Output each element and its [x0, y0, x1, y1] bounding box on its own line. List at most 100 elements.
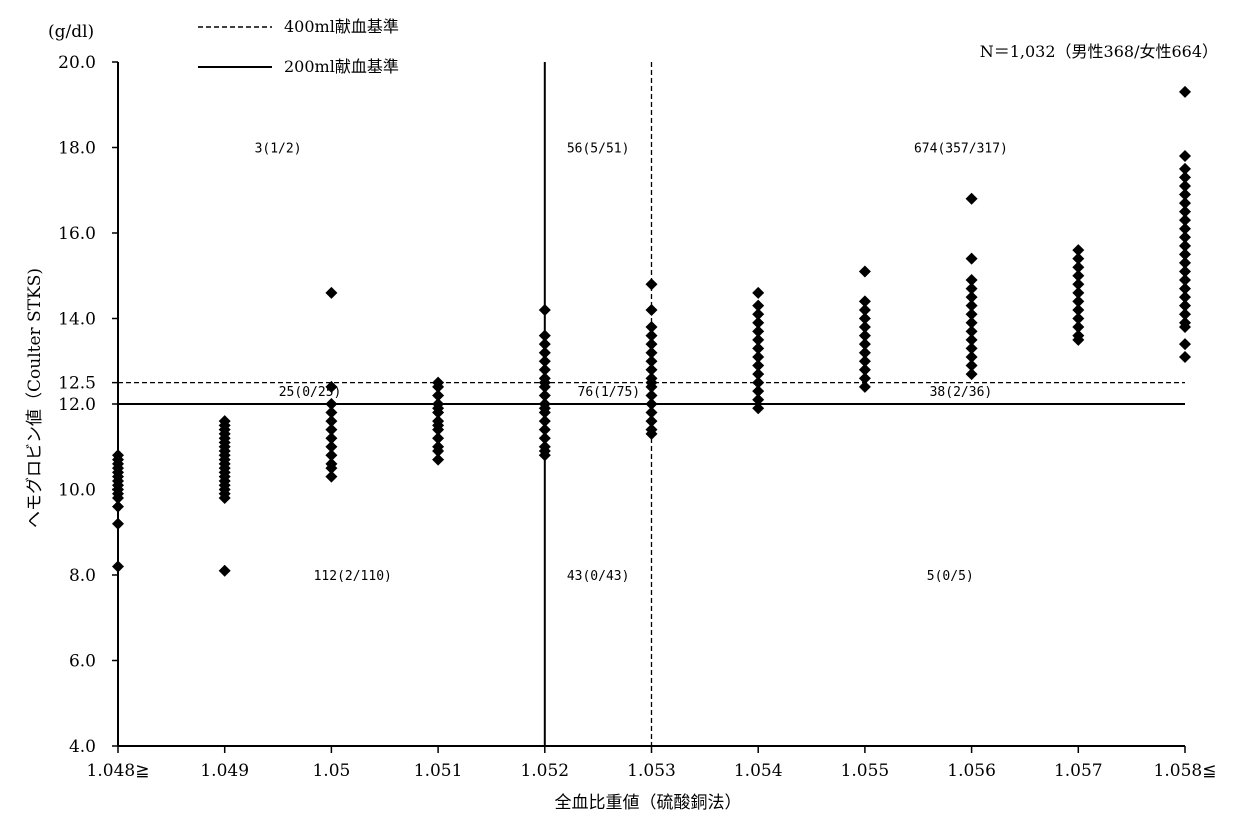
- data-point: [858, 265, 871, 278]
- x-tick-label: 1.056: [947, 761, 996, 781]
- data-point: [325, 406, 338, 419]
- data-point: [538, 338, 551, 351]
- region-labels: 3(1/2) 56(5/51) 674(357/317) 25(0/25) 76(1/7…: [255, 142, 1008, 585]
- data-point: [538, 346, 551, 359]
- y-tick-label: 8.0: [69, 566, 96, 586]
- data-points: [112, 85, 1191, 577]
- data-point: [858, 321, 871, 334]
- data-point: [325, 449, 338, 462]
- y-tick-label: 4.0: [69, 737, 96, 757]
- data-point: [858, 346, 871, 359]
- x-tick-label: 1.049: [200, 761, 249, 781]
- data-point: [965, 291, 978, 304]
- data-point: [1179, 248, 1191, 261]
- x-axis-title: 全血比重値（硫酸銅法）: [555, 793, 742, 813]
- data-point: [752, 385, 765, 398]
- data-point: [752, 308, 765, 321]
- data-point: [965, 359, 978, 372]
- data-point: [858, 355, 871, 368]
- data-point: [965, 316, 978, 329]
- data-point: [645, 398, 658, 410]
- x-tick-label: 1.058≦: [1154, 761, 1217, 781]
- data-point: [218, 564, 231, 577]
- data-point: [538, 303, 551, 316]
- data-point: [1179, 179, 1191, 192]
- data-point: [1072, 252, 1085, 265]
- data-point: [858, 312, 871, 325]
- data-point: [112, 517, 124, 530]
- x-tick-label: 1.055: [841, 761, 890, 781]
- tick-group: 4.0 6.0 8.0 10.0 12.012.5 14.0 16.0 18.0 20.0 1.0…: [58, 53, 1216, 781]
- data-point: [965, 308, 978, 321]
- data-point: [858, 295, 871, 308]
- y-unit-label: (g/dl): [48, 22, 94, 42]
- data-point: [965, 342, 978, 355]
- data-point: [1179, 274, 1191, 287]
- data-point: [858, 338, 871, 351]
- data-point: [1072, 321, 1085, 334]
- x-tick-label: 1.054: [734, 761, 783, 781]
- data-point: [112, 500, 124, 513]
- data-point: [752, 299, 765, 312]
- data-point: [1179, 85, 1191, 98]
- legend: 400ml献血基準 200ml献血基準: [198, 17, 399, 76]
- data-point: [752, 359, 765, 372]
- data-point: [645, 415, 658, 428]
- data-point: [325, 380, 338, 393]
- data-point: [645, 427, 658, 440]
- data-point: [645, 389, 658, 402]
- data-point: [645, 321, 658, 334]
- data-point: [432, 406, 445, 419]
- data-point: [325, 423, 338, 436]
- data-point: [1179, 350, 1191, 363]
- data-point: [1179, 171, 1191, 184]
- region-count-label: 5(0/5): [927, 569, 974, 584]
- data-point: [325, 286, 338, 299]
- data-point: [218, 492, 231, 505]
- data-point: [1179, 222, 1191, 235]
- data-point: [432, 380, 445, 393]
- data-point: [432, 389, 445, 402]
- data-point: [965, 192, 978, 205]
- data-point: [752, 350, 765, 363]
- data-point: [1072, 286, 1085, 299]
- data-point: [1072, 333, 1085, 346]
- data-point: [1072, 244, 1085, 257]
- data-point: [538, 355, 551, 368]
- y-tick-label: 16.0: [58, 224, 96, 244]
- data-point: [645, 329, 658, 342]
- data-point: [1179, 197, 1191, 210]
- data-point: [1179, 239, 1191, 252]
- data-point: [965, 274, 978, 287]
- data-point: [752, 376, 765, 389]
- data-point: [325, 470, 338, 483]
- data-point: [1072, 303, 1085, 316]
- region-count-label: 38(2/36): [930, 385, 993, 400]
- data-point: [1179, 214, 1191, 227]
- data-point: [1179, 291, 1191, 304]
- region-count-label: 3(1/2): [255, 142, 302, 157]
- data-point: [1072, 295, 1085, 308]
- data-point: [965, 252, 978, 265]
- data-point: [752, 333, 765, 346]
- region-count-label: 76(1/75): [578, 385, 641, 400]
- data-point: [538, 415, 551, 428]
- x-tick-label: 1.051: [414, 761, 463, 781]
- data-point: [1072, 312, 1085, 325]
- data-point: [645, 355, 658, 368]
- data-point: [752, 316, 765, 329]
- y-tick-label: 14.0: [58, 310, 96, 330]
- data-point: [538, 432, 551, 445]
- data-point: [965, 368, 978, 381]
- data-point: [858, 380, 871, 393]
- data-point: [645, 406, 658, 419]
- data-point: [965, 282, 978, 295]
- data-point: [1179, 256, 1191, 269]
- data-point: [1179, 205, 1191, 218]
- data-point: [645, 346, 658, 359]
- data-point: [858, 372, 871, 385]
- data-point: [1179, 162, 1191, 175]
- data-point: [1179, 299, 1191, 312]
- data-point: [1179, 150, 1191, 163]
